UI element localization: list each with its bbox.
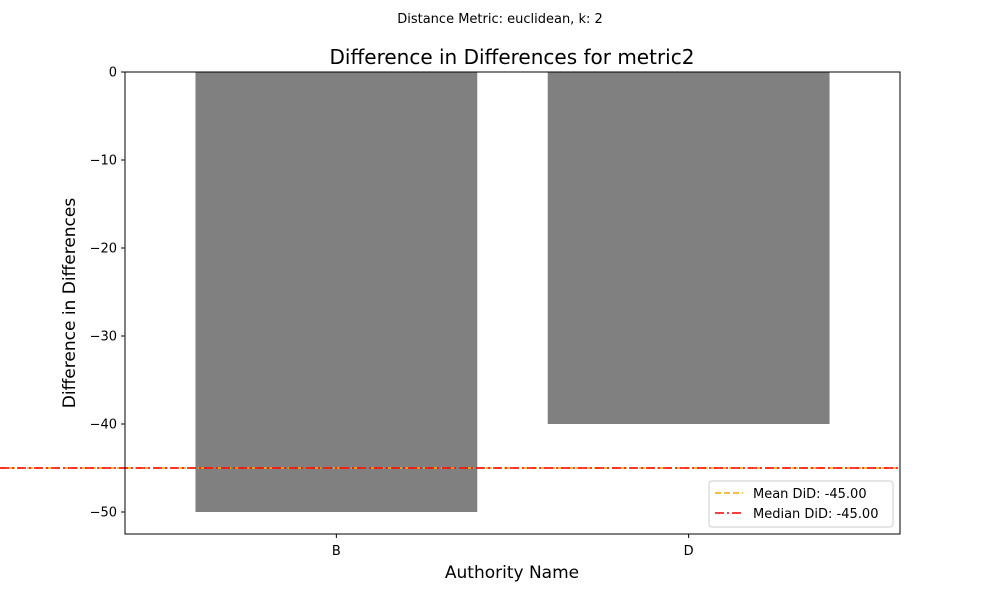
y-tick-label: −10 xyxy=(90,154,117,169)
x-axis-label: Authority Name xyxy=(445,563,579,583)
y-tick-label: −20 xyxy=(90,242,117,257)
legend-label-mean: Mean DiD: -45.00 xyxy=(753,487,867,502)
chart-title: Difference in Differences for metric2 xyxy=(330,45,695,69)
bars-group xyxy=(195,72,830,512)
y-tick-label: −40 xyxy=(90,418,117,433)
legend-frame xyxy=(708,480,894,528)
bar-B xyxy=(195,72,478,512)
bar-D xyxy=(547,72,830,424)
y-tick-label: 0 xyxy=(109,66,117,81)
plot-frame xyxy=(124,71,901,535)
chart-suptitle: Distance Metric: euclidean, k: 2 xyxy=(397,12,603,27)
legend-label-median: Median DiD: -45.00 xyxy=(753,507,878,522)
x-tick-label: B xyxy=(332,544,341,559)
legend: Mean DiD: -45.00 Median DiD: -45.00 xyxy=(708,480,894,528)
y-axis-label: Difference in Differences xyxy=(60,198,80,409)
y-tick-label: −50 xyxy=(90,506,117,521)
x-tick-label: D xyxy=(684,544,694,559)
y-tick-label: −30 xyxy=(90,330,117,345)
y-axis-ticks: 0 −10 −20 −30 −40 −50 xyxy=(90,66,125,521)
